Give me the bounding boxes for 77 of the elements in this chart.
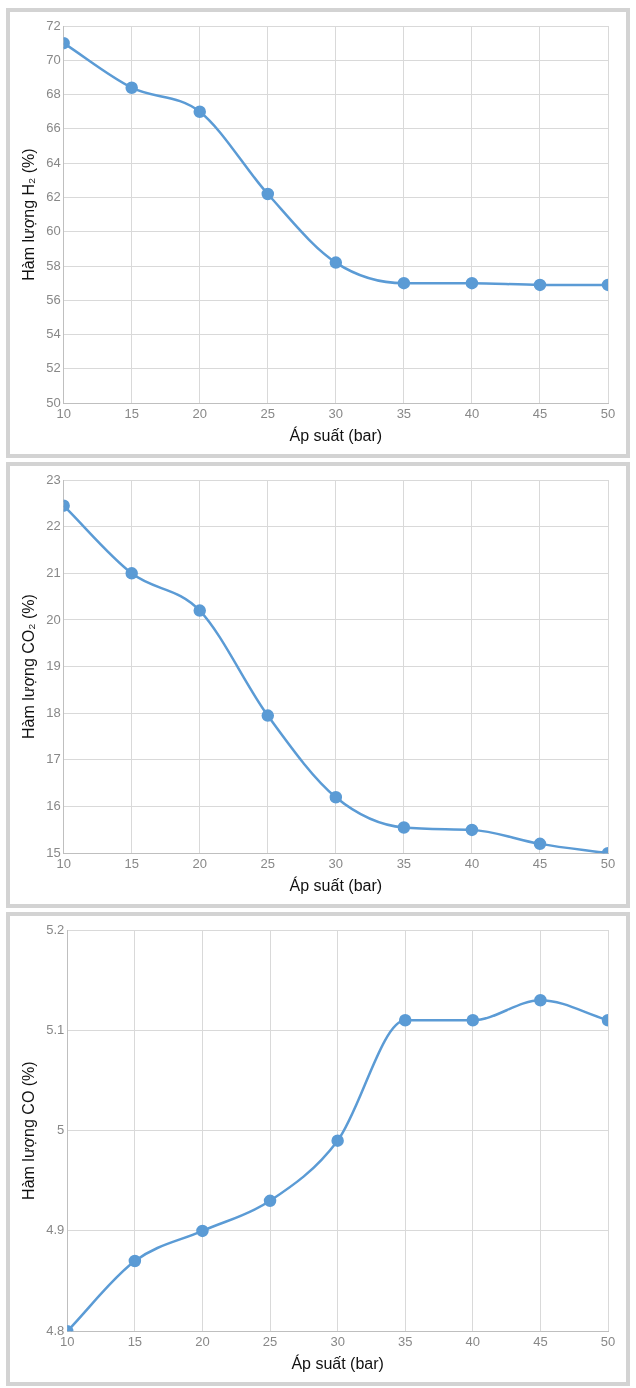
- y-axis-title: Hàm lượng CO₂ (%): [20, 594, 38, 739]
- x-tick-label: 40: [465, 1333, 481, 1349]
- point: [533, 837, 547, 851]
- y-tick-label: 66: [46, 120, 61, 136]
- x-tick-label: 30: [330, 1333, 345, 1349]
- x-tick-label: 40: [464, 855, 480, 871]
- y-axis-title: Hàm lượng H₂ (%): [20, 148, 38, 281]
- x-tick-label: 25: [260, 855, 276, 871]
- x-tick-label: 45: [532, 855, 548, 871]
- x-tick-label: 30: [328, 405, 344, 421]
- x-axis-title: Áp suất (bar): [291, 1353, 384, 1372]
- x-tick-label: 25: [262, 1333, 278, 1349]
- point: [534, 993, 547, 1007]
- x-tick-label: 50: [600, 855, 616, 871]
- x-tick-label: 45: [532, 405, 548, 421]
- point: [397, 276, 411, 290]
- y-tick-label: 68: [46, 86, 61, 102]
- point: [329, 790, 343, 804]
- y-tick-label: 56: [46, 291, 61, 307]
- y-tick-label: 21: [46, 564, 61, 580]
- point: [533, 278, 547, 292]
- y-tick-label: 17: [46, 751, 61, 767]
- x-tick-label: 35: [396, 405, 412, 421]
- x-axis-title: Áp suất (bar): [289, 875, 383, 894]
- x-tick-label: 20: [192, 855, 207, 871]
- point: [263, 1194, 277, 1208]
- x-tick-label: 15: [124, 855, 139, 871]
- y-tick-label: 22: [46, 518, 61, 534]
- y-tick-label: 60: [46, 223, 61, 239]
- y-tick-label: 18: [46, 704, 61, 720]
- point: [398, 1014, 412, 1027]
- point: [125, 567, 138, 580]
- y-tick-label: 5.2: [46, 921, 65, 937]
- y-tick-label: 5.1: [46, 1021, 65, 1037]
- y-tick-label: 5: [57, 1122, 65, 1138]
- x-tick-label: 25: [260, 405, 276, 421]
- point: [125, 81, 138, 94]
- y-tick-label: 52: [46, 360, 61, 376]
- y-tick-label: 64: [46, 154, 61, 170]
- y-tick-label: 4.9: [46, 1222, 65, 1238]
- y-tick-label: 54: [46, 326, 61, 342]
- y-tick-label: 15: [46, 844, 61, 860]
- x-tick-label: 50: [600, 1333, 616, 1349]
- point: [466, 1014, 480, 1027]
- x-tick-label: 50: [600, 405, 616, 421]
- point: [465, 276, 479, 290]
- y-tick-label: 4.8: [46, 1322, 65, 1338]
- point: [193, 105, 206, 118]
- x-tick-label: 30: [328, 855, 344, 871]
- x-tick-label: 20: [195, 1333, 210, 1349]
- x-axis-title: Áp suất (bar): [289, 425, 383, 444]
- point: [193, 604, 206, 617]
- x-tick-label: 45: [533, 1333, 548, 1349]
- x-tick-label: 15: [124, 405, 139, 421]
- x-tick-label: 40: [464, 405, 480, 421]
- y-tick-label: 72: [46, 17, 61, 33]
- x-tick-label: 35: [397, 1333, 413, 1349]
- y-tick-label: 20: [46, 611, 61, 627]
- point: [329, 256, 343, 269]
- x-tick-label: 15: [127, 1333, 143, 1349]
- point: [465, 823, 479, 837]
- x-tick-label: 35: [396, 855, 412, 871]
- y-tick-label: 50: [46, 394, 61, 410]
- point: [196, 1224, 209, 1238]
- y-tick-label: 16: [46, 798, 61, 814]
- point: [128, 1254, 142, 1268]
- point: [397, 821, 411, 834]
- x-tick-label: 20: [192, 405, 207, 421]
- y-axis-title: Hàm lượng CO (%): [20, 1061, 38, 1200]
- y-tick-label: 70: [46, 51, 61, 67]
- point: [331, 1134, 344, 1147]
- point: [261, 187, 275, 201]
- y-tick-label: 62: [46, 189, 61, 205]
- y-tick-label: 58: [46, 257, 61, 273]
- y-tick-label: 19: [46, 658, 61, 674]
- point: [261, 709, 275, 722]
- y-tick-label: 23: [46, 471, 61, 487]
